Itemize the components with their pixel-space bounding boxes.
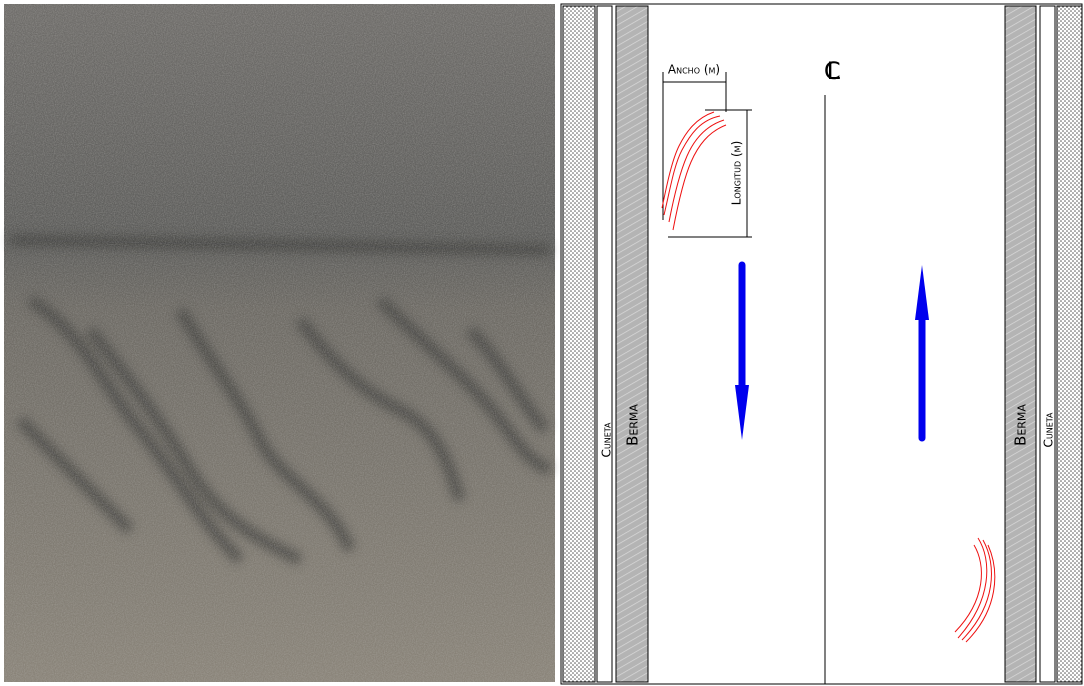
berma-label: Berma [1012,404,1030,446]
berma-label: Berma [624,404,642,446]
cuneta-label: Cuneta [1042,412,1056,448]
cuneta-label: Cuneta [600,422,614,458]
photo [4,4,555,682]
ancho-label: Ancho (m) [668,63,720,77]
road-diagram: Cuneta Berma Berma Cuneta CL Ancho (m) L… [561,4,1082,684]
longitud-label: Longitud (m) [730,141,744,206]
page: Cuneta Berma Berma Cuneta CL Ancho (m) L… [0,0,1084,686]
